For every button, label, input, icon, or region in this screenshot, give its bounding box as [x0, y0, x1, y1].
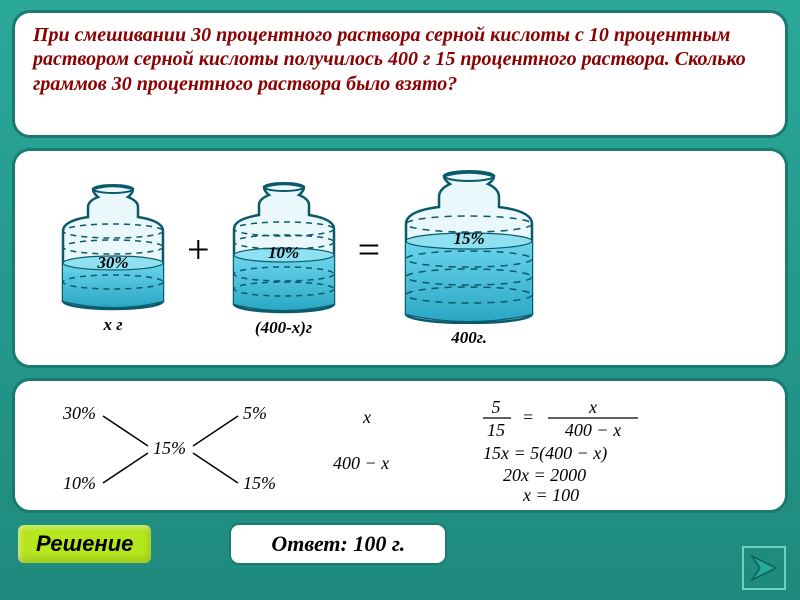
frac-left-den: 15: [487, 420, 505, 440]
jar-3-label: 400г.: [394, 328, 544, 348]
slide-background: При смешивании 30 процентного раствора с…: [0, 0, 800, 600]
jar-1-svg: [53, 181, 173, 311]
cross-bottom-left: 10%: [63, 473, 96, 493]
problem-text: При смешивании 30 процентного раствора с…: [33, 23, 767, 96]
cross-bottom-right: 15%: [243, 473, 276, 493]
jars-row: 30% х г +: [33, 161, 767, 355]
jar-2-label: (400-х)г: [224, 318, 344, 338]
calculation-panel: 30% 10% 15% 5% 15% x 400 − x 5 15 = x: [12, 378, 788, 513]
operator-plus: +: [181, 226, 216, 273]
solution-button[interactable]: Решение: [18, 525, 151, 563]
jars-panel: 30% х г +: [12, 148, 788, 368]
calc-line3: 20x = 2000: [503, 465, 586, 485]
jar-3-percent: 15%: [454, 229, 485, 249]
jar-1-label: х г: [53, 315, 173, 335]
calc-line2: 15x = 5(400 − x): [483, 443, 607, 464]
jar-1-percent: 30%: [97, 253, 128, 273]
next-arrow-icon[interactable]: [742, 546, 786, 590]
answer-box: Ответ: 100 г.: [229, 523, 447, 565]
cross-top-left: 30%: [62, 403, 96, 423]
frac-right-num: x: [588, 397, 597, 417]
bottom-row: Решение Ответ: 100 г.: [12, 523, 788, 565]
cross-top-right: 5%: [243, 403, 267, 423]
calc-line4: x = 100: [522, 485, 579, 505]
frac-left-num: 5: [492, 397, 501, 417]
svg-text:=: =: [522, 407, 534, 427]
calc-svg: 30% 10% 15% 5% 15% x 400 − x 5 15 = x: [33, 391, 773, 506]
jar-2: 10% (400-х)г: [224, 179, 344, 338]
jar-2-percent: 10%: [268, 243, 299, 263]
cross-center: 15%: [153, 438, 186, 458]
jar-3: 15% 400г.: [394, 169, 544, 348]
mid-top: x: [362, 407, 371, 427]
operator-equals: =: [352, 226, 387, 273]
problem-panel: При смешивании 30 процентного раствора с…: [12, 10, 788, 138]
jar-1: 30% х г: [53, 181, 173, 335]
frac-right-den: 400 − x: [565, 420, 621, 440]
mid-bottom: 400 − x: [333, 453, 389, 473]
